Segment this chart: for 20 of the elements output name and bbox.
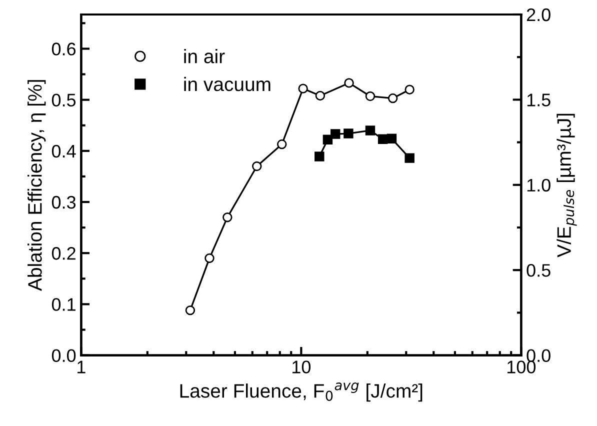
y-tick-label: 0.4 xyxy=(52,144,76,158)
y-axis-title: Ablation Efficiency, η [%] xyxy=(28,80,46,291)
y2-tick-label: 2.0 xyxy=(526,8,550,22)
y2-tick-label: 0.0 xyxy=(526,349,550,362)
y-tick-label: 0.1 xyxy=(52,298,76,311)
x-axis-title: Laser Fluence, F$_{0}$$^{avg}$ [J/cm²] xyxy=(180,382,422,402)
x-tick-label: 10 xyxy=(292,360,311,374)
y-tick-label: 0.5 xyxy=(52,94,76,107)
x-tick-label: 100 xyxy=(507,360,536,374)
legend-label: in vacuum xyxy=(184,76,270,92)
y-tick-label: 0.0 xyxy=(52,349,76,362)
y-tick-label: 0.6 xyxy=(52,42,76,56)
y2-tick-label: 1.0 xyxy=(527,178,550,192)
x-tick-label: 1 xyxy=(78,360,86,374)
y-tick-label: 0.3 xyxy=(52,196,76,209)
y2-tick-label: 1.5 xyxy=(527,94,550,106)
y2-tick-label: 0.5 xyxy=(526,264,550,277)
y2-axis-title: V/E$_{pulse}$ [µm³/µJ] xyxy=(556,114,577,258)
y-tick-label: 0.2 xyxy=(52,247,76,260)
legend-label: in air xyxy=(184,49,225,64)
